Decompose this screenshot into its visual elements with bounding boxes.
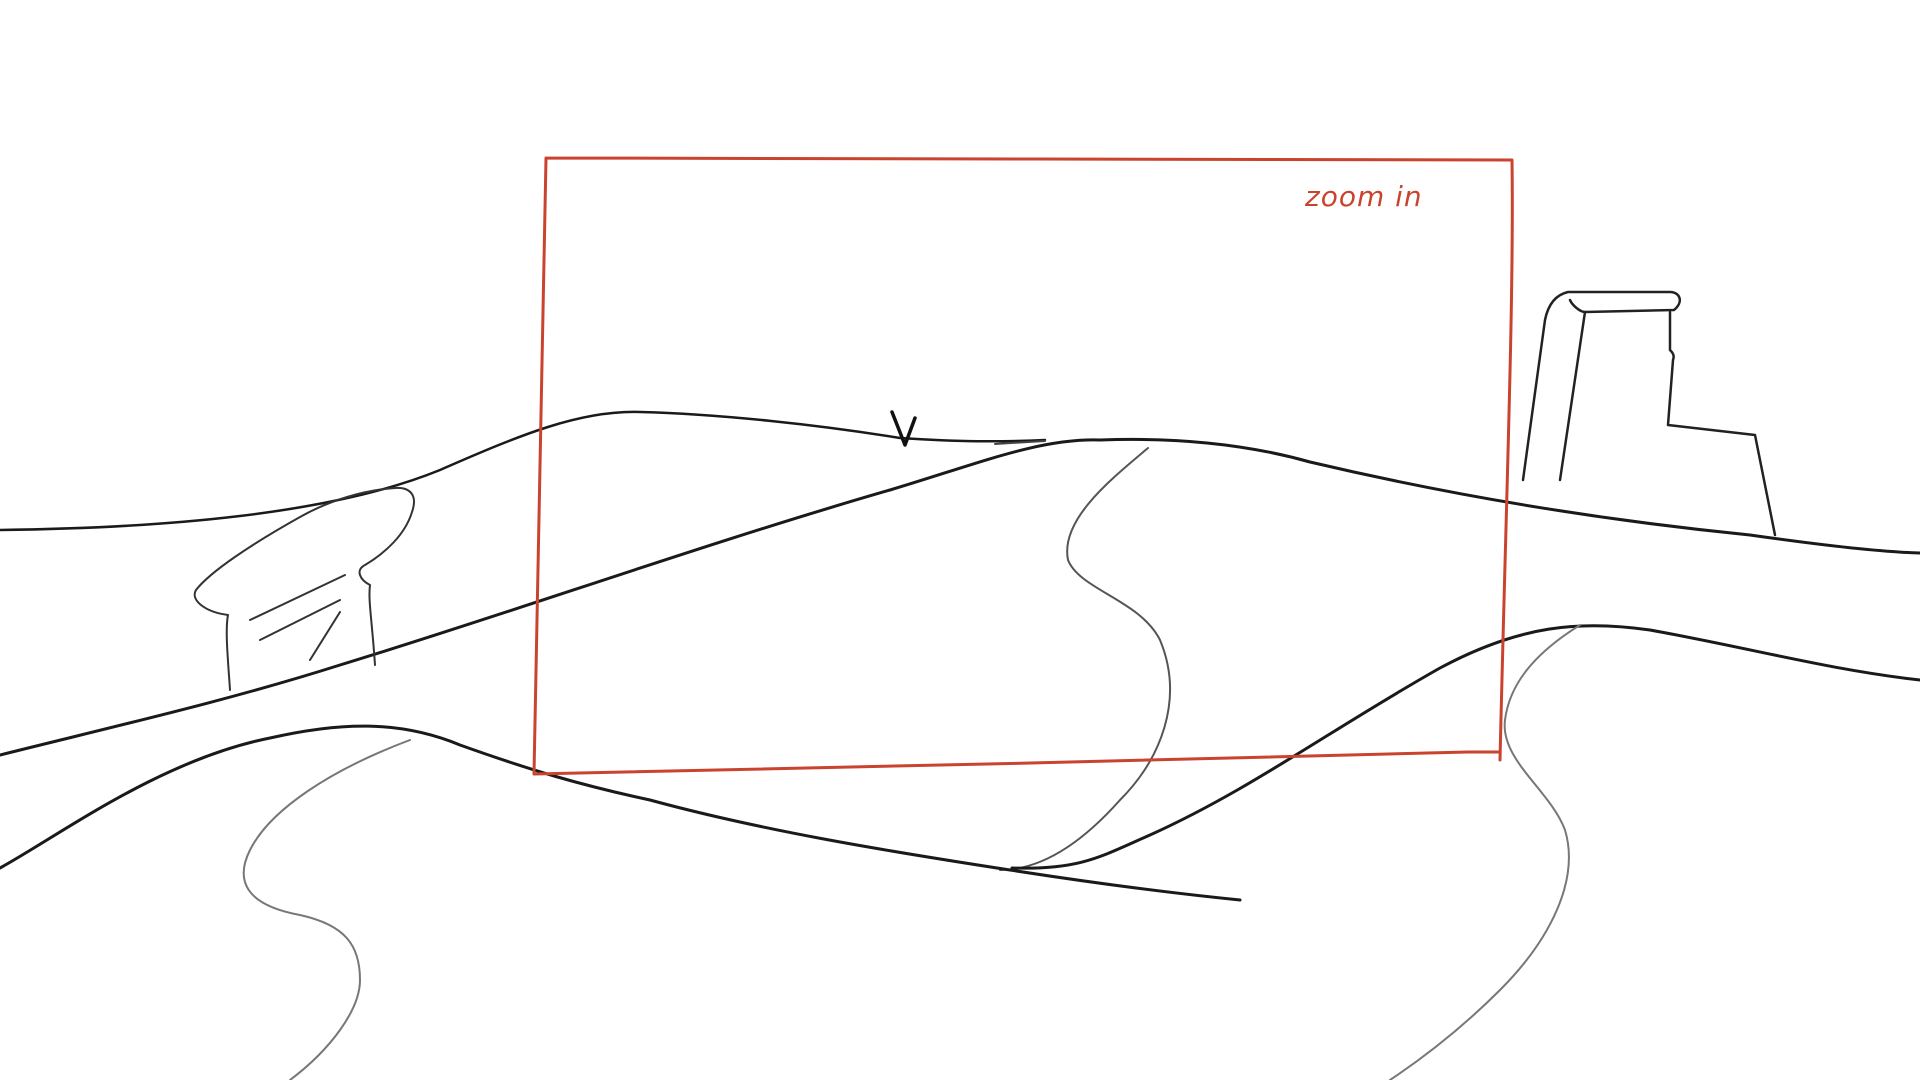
foreground-dune-inner-left xyxy=(242,739,411,1080)
far-dune-ridge xyxy=(0,410,1047,532)
main-dune-crest xyxy=(0,437,1920,757)
foreground-dune-right xyxy=(1010,624,1920,870)
rock-striation-2 xyxy=(259,599,341,641)
bird-shadow-stroke xyxy=(994,440,1046,445)
zoom-frame xyxy=(532,156,1514,776)
bird-icon xyxy=(890,410,917,447)
ruin-stepped-wall xyxy=(1666,310,1777,537)
zoom-label: zoom in xyxy=(1304,180,1423,213)
rock-striation-1 xyxy=(249,574,346,621)
ruin-wall-inner xyxy=(1558,310,1587,482)
foreground-dune-inner-right xyxy=(1389,624,1581,1080)
rock-formation xyxy=(193,486,415,691)
foreground-dune-left xyxy=(0,724,1242,902)
dune-shadow-line xyxy=(999,447,1171,871)
rock-striation-3 xyxy=(309,611,341,661)
ruin-structure xyxy=(1521,290,1682,482)
